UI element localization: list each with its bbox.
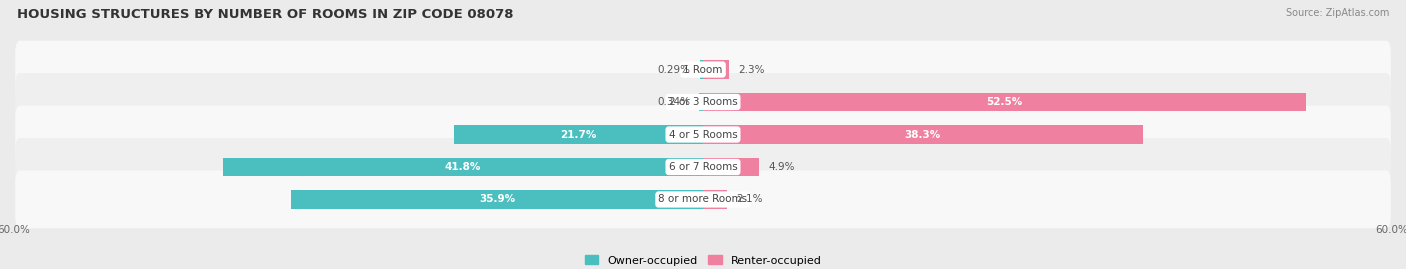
Bar [699,93,703,111]
Text: 41.8%: 41.8% [444,162,481,172]
FancyBboxPatch shape [15,171,1391,228]
Bar [703,60,730,79]
Text: 2.3%: 2.3% [738,65,765,75]
Text: 52.5%: 52.5% [986,97,1022,107]
Legend: Owner-occupied, Renter-occupied: Owner-occupied, Renter-occupied [581,251,825,269]
Text: 0.34%: 0.34% [657,97,690,107]
Text: 6 or 7 Rooms: 6 or 7 Rooms [669,162,737,172]
FancyBboxPatch shape [15,138,1391,196]
FancyBboxPatch shape [15,41,1391,98]
Bar [703,158,759,176]
Text: 4.9%: 4.9% [769,162,794,172]
Text: 2.1%: 2.1% [737,194,763,204]
Text: 8 or more Rooms: 8 or more Rooms [658,194,748,204]
Text: 35.9%: 35.9% [479,194,515,204]
Bar [454,125,703,144]
FancyBboxPatch shape [15,106,1391,163]
Bar [703,190,727,209]
Bar [291,190,703,209]
Text: Source: ZipAtlas.com: Source: ZipAtlas.com [1285,8,1389,18]
Text: 2 or 3 Rooms: 2 or 3 Rooms [669,97,737,107]
FancyBboxPatch shape [15,73,1391,131]
Text: 1 Room: 1 Room [683,65,723,75]
Bar [224,158,703,176]
Text: HOUSING STRUCTURES BY NUMBER OF ROOMS IN ZIP CODE 08078: HOUSING STRUCTURES BY NUMBER OF ROOMS IN… [17,8,513,21]
Bar [703,93,1306,111]
Bar [703,125,1143,144]
Text: 4 or 5 Rooms: 4 or 5 Rooms [669,129,737,140]
Bar [700,60,703,79]
Text: 38.3%: 38.3% [905,129,941,140]
Text: 0.29%: 0.29% [658,65,690,75]
Text: 21.7%: 21.7% [560,129,596,140]
